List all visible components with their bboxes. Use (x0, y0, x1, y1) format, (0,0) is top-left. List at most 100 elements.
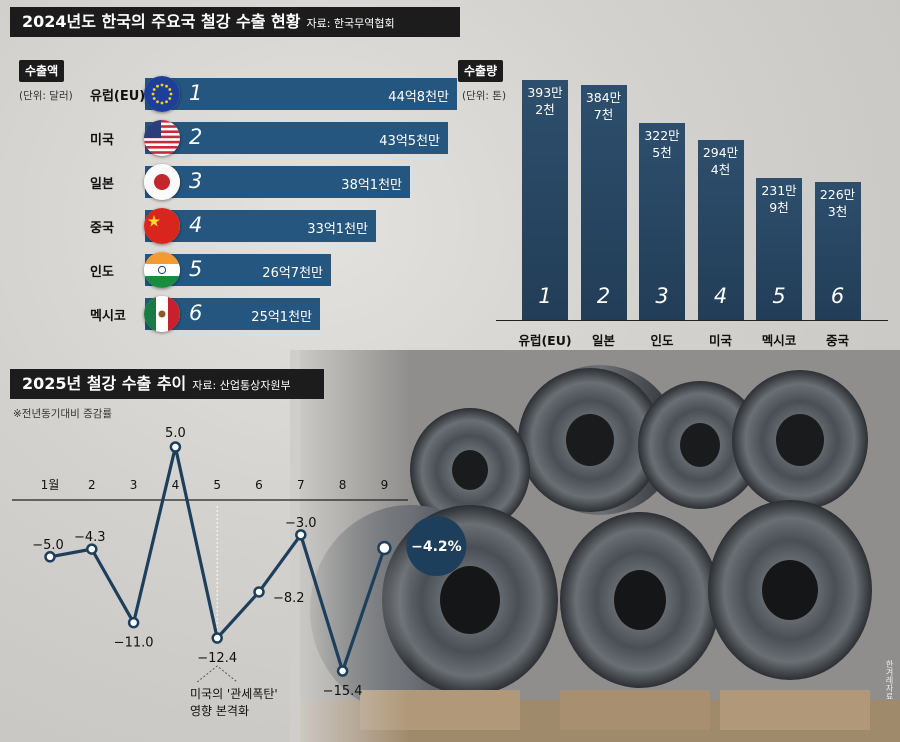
value-bar-row: 일본 3 38억1천만 (90, 164, 420, 200)
trend-point (44, 551, 56, 563)
volume-bar-category: 인도 (650, 333, 674, 348)
annotation-line1: 미국의 '관세폭탄' (190, 687, 278, 701)
volume-bar-label: 393만 2천 (527, 85, 563, 117)
trend-point (336, 665, 349, 677)
trend-value-label: −8.2 (273, 591, 305, 606)
trend-point (86, 543, 98, 555)
month-tick-label: 9 (381, 478, 389, 492)
value-bar: 1 44억8천만 (145, 78, 457, 110)
value-bar-label: 44억8천만 (388, 90, 449, 105)
month-tick-label: 6 (255, 478, 263, 492)
highlight-value-label: −4.2% (411, 539, 462, 555)
volume-bar: 384만 7천 2 (580, 85, 627, 320)
trend-point (211, 632, 223, 644)
india-flag-icon (144, 252, 180, 288)
value-bar-rank: 5 (189, 257, 203, 281)
month-tick-label: 5 (213, 478, 221, 492)
trend-point (253, 586, 265, 598)
month-tick-label: 1월 (41, 478, 60, 492)
month-tick-label: 2 (88, 478, 96, 492)
volume-bar-category: 일본 (591, 333, 615, 348)
value-bar-rank: 1 (189, 81, 203, 105)
value-bar-label: 25억1천만 (251, 310, 312, 325)
trend-value-label: −15.4 (323, 684, 363, 699)
china-flag-icon (144, 208, 180, 244)
volume-bar-rank: 3 (655, 284, 669, 308)
main-source: 자료: 한국무역협회 (306, 17, 395, 30)
value-bar-rank: 2 (189, 125, 203, 149)
volume-bar-label: 231만 9천 (761, 183, 797, 215)
trend-title: 2025년 철강 수출 추이 (22, 374, 187, 393)
volume-bar-rank: 4 (713, 284, 728, 308)
value-bar: 4 33억1천만 (145, 210, 376, 242)
us-flag-icon (144, 120, 180, 156)
trend-point (295, 529, 307, 541)
volume-bar: 393만 2천 1 (522, 80, 568, 320)
trend-value-label: 5.0 (165, 426, 186, 441)
volume-bar-category: 미국 (708, 333, 732, 348)
main-title: 2024년도 한국의 주요국 철강 수출 현황 (22, 12, 301, 31)
export-value-tag: 수출액 (19, 60, 65, 82)
mexico-flag-icon (144, 296, 180, 332)
trend-value-label: −4.3 (74, 530, 106, 545)
volume-bar-category: 중국 (825, 333, 849, 348)
value-bar-category: 미국 (90, 133, 114, 148)
value-bar-rank: 6 (189, 301, 203, 325)
trend-point (127, 616, 140, 629)
main-title-bar: 2024년도 한국의 주요국 철강 수출 현황 자료: 한국무역협회 (10, 7, 460, 37)
volume-bar: 294만 4천 4 (697, 140, 744, 320)
trend-value-label: −5.0 (32, 538, 64, 553)
value-bar-row: 인도 5 26억7천만 (90, 252, 420, 288)
trend-point (377, 540, 392, 556)
eu-flag-icon (144, 76, 180, 112)
value-bar: 2 43억5천만 (145, 122, 448, 154)
value-bar-row: 미국 2 43억5천만 (90, 120, 448, 156)
value-bar-label: 43억5천만 (379, 134, 440, 149)
export-volume-tag: 수출량 (458, 60, 504, 82)
value-bar-category: 중국 (90, 221, 114, 236)
volume-baseline (496, 320, 888, 321)
trend-note: ※전년동기대비 증감률 (13, 408, 113, 420)
volume-bar: 322만 5천 3 (639, 123, 685, 320)
value-bar-label: 26억7천만 (262, 266, 323, 281)
value-bar-label: 38억1천만 (341, 178, 402, 193)
month-tick-label: 4 (172, 478, 180, 492)
value-bar-rank: 3 (189, 169, 203, 193)
trend-value-label: −12.4 (197, 651, 237, 666)
export-value-unit: (단위: 달러) (19, 90, 73, 102)
trend-title-bar: 2025년 철강 수출 추이 자료: 산업통상자원부 (10, 369, 324, 399)
highlight-bubble (406, 516, 467, 577)
value-bar-category: 유럽(EU) (90, 89, 146, 104)
volume-bar-category: 유럽(EU) (518, 333, 572, 348)
value-bar-row: 중국 4 33억1천만 (90, 208, 420, 244)
trend-point (169, 441, 182, 453)
value-bar-row: 유럽(EU) 1 44억8천만 (90, 76, 457, 112)
annotation-line2: 영향 본격화 (190, 704, 250, 718)
value-bar-label: 33억1천만 (307, 222, 368, 237)
volume-bar-label: 226만 3천 (819, 187, 856, 219)
volume-bar: 231만 9천 5 (756, 178, 802, 320)
volume-bar-rank: 5 (772, 284, 786, 308)
value-bar-rank: 4 (189, 213, 203, 237)
value-bar-category: 인도 (90, 265, 114, 280)
month-tick-label: 7 (297, 478, 305, 492)
volume-bar-rank: 2 (596, 284, 611, 308)
trend-source: 자료: 산업통상자원부 (192, 379, 291, 392)
value-bar-row: 멕시코 6 25억1천만 (90, 296, 420, 332)
volume-bar: 226만 3천 6 (814, 182, 861, 320)
volume-bar-rank: 1 (538, 284, 552, 308)
value-bar: 3 38억1천만 (145, 166, 410, 198)
value-bar-category: 일본 (90, 177, 114, 192)
photo-credit: 한겨레자료 (885, 660, 894, 700)
export-volume-unit: (단위: 톤) (462, 90, 507, 102)
trend-value-label: −3.0 (285, 516, 317, 531)
month-tick-label: 3 (130, 478, 138, 492)
tariff-annotation: 미국의 '관세폭탄' 영향 본격화 (190, 686, 278, 720)
annotation-bracket (196, 665, 238, 683)
japan-flag-icon (144, 164, 180, 200)
volume-bar-label: 384만 7천 (585, 90, 622, 122)
value-bar-category: 멕시코 (90, 309, 126, 324)
trend-value-label: −11.0 (114, 636, 154, 651)
